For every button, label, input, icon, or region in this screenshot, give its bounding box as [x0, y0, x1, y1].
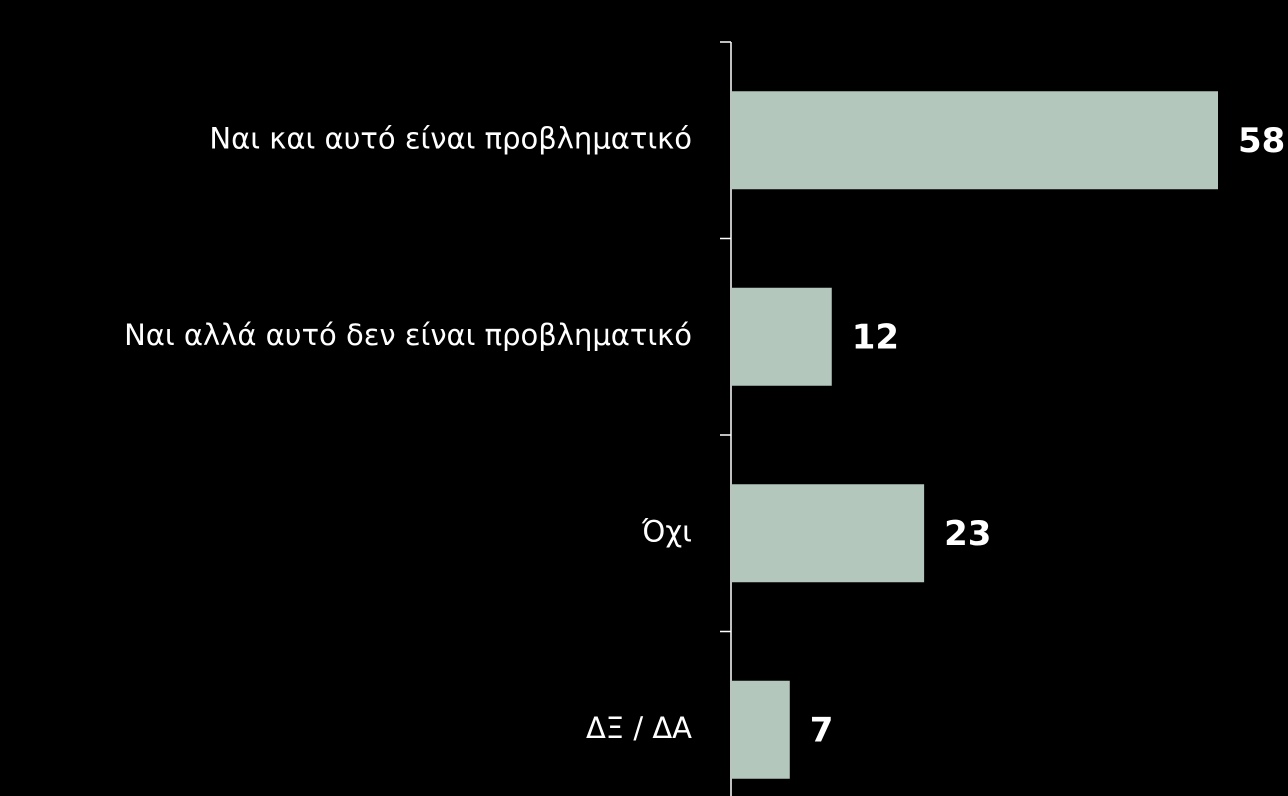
category-label: Ναι αλλά αυτό δεν είναι προβληματικό [124, 318, 692, 352]
bar [731, 484, 925, 583]
category-label: Ναι και αυτό είναι προβληματικό [209, 121, 692, 155]
value-label: 58 [1238, 121, 1285, 161]
bar [731, 91, 1218, 190]
bar [731, 680, 790, 779]
value-label: 7 [810, 710, 834, 750]
bar [731, 287, 832, 386]
category-label: ΔΞ / ΔΑ [586, 711, 692, 745]
value-label: 12 [852, 317, 899, 357]
category-label: Όχι [641, 514, 692, 548]
value-label: 23 [944, 514, 991, 554]
